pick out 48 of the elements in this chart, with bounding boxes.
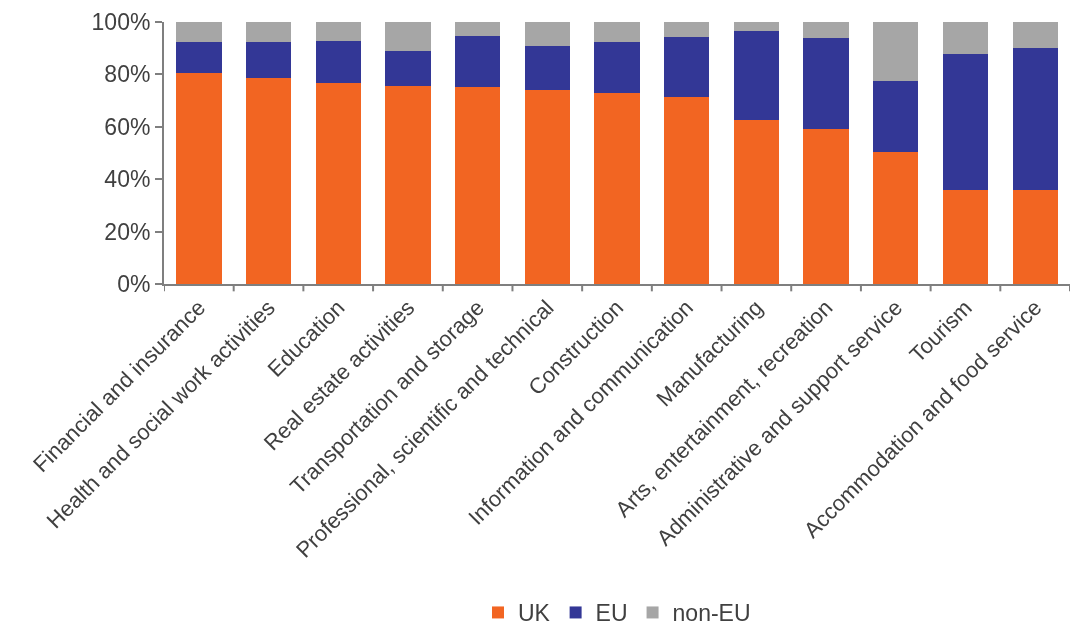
bar (942, 189, 989, 284)
legend-label: non-EU (672, 600, 751, 627)
bar (803, 38, 849, 129)
bar (664, 36, 710, 97)
bar (1012, 48, 1058, 190)
y-tick-label: 0% (117, 271, 151, 298)
y-tick-label: 80% (104, 61, 151, 88)
bar (385, 85, 431, 284)
bar (1012, 189, 1058, 284)
bar (315, 41, 361, 84)
bar (594, 93, 640, 284)
legend-label: UK (518, 600, 551, 627)
bar (594, 42, 640, 94)
bar (664, 96, 710, 284)
bar (942, 22, 989, 54)
y-tick-label: 40% (104, 166, 151, 193)
bar (385, 51, 431, 86)
bar (873, 22, 919, 82)
bar (733, 22, 780, 32)
bar (1012, 22, 1058, 49)
y-tick-label: 20% (104, 218, 151, 245)
bar (315, 83, 361, 284)
bar (245, 78, 292, 284)
bar (664, 22, 710, 37)
bar (385, 22, 431, 52)
bar (245, 22, 292, 43)
bar (733, 31, 780, 121)
bar (454, 22, 501, 36)
bar (524, 46, 570, 91)
bar (454, 86, 501, 284)
bar (454, 35, 501, 87)
bar (873, 151, 919, 284)
bar (733, 120, 780, 284)
bar (315, 22, 361, 42)
bar (594, 22, 640, 43)
bar (245, 42, 292, 79)
bar (176, 42, 222, 73)
bar (176, 22, 222, 43)
bar (873, 81, 919, 152)
bar (803, 128, 849, 284)
bar (524, 90, 570, 284)
bar (803, 22, 849, 39)
legend-label: EU (595, 600, 628, 627)
bar (942, 53, 989, 190)
bar (524, 22, 570, 47)
y-tick-label: 100% (91, 9, 151, 36)
y-tick-label: 60% (104, 113, 151, 140)
bar (176, 72, 222, 284)
